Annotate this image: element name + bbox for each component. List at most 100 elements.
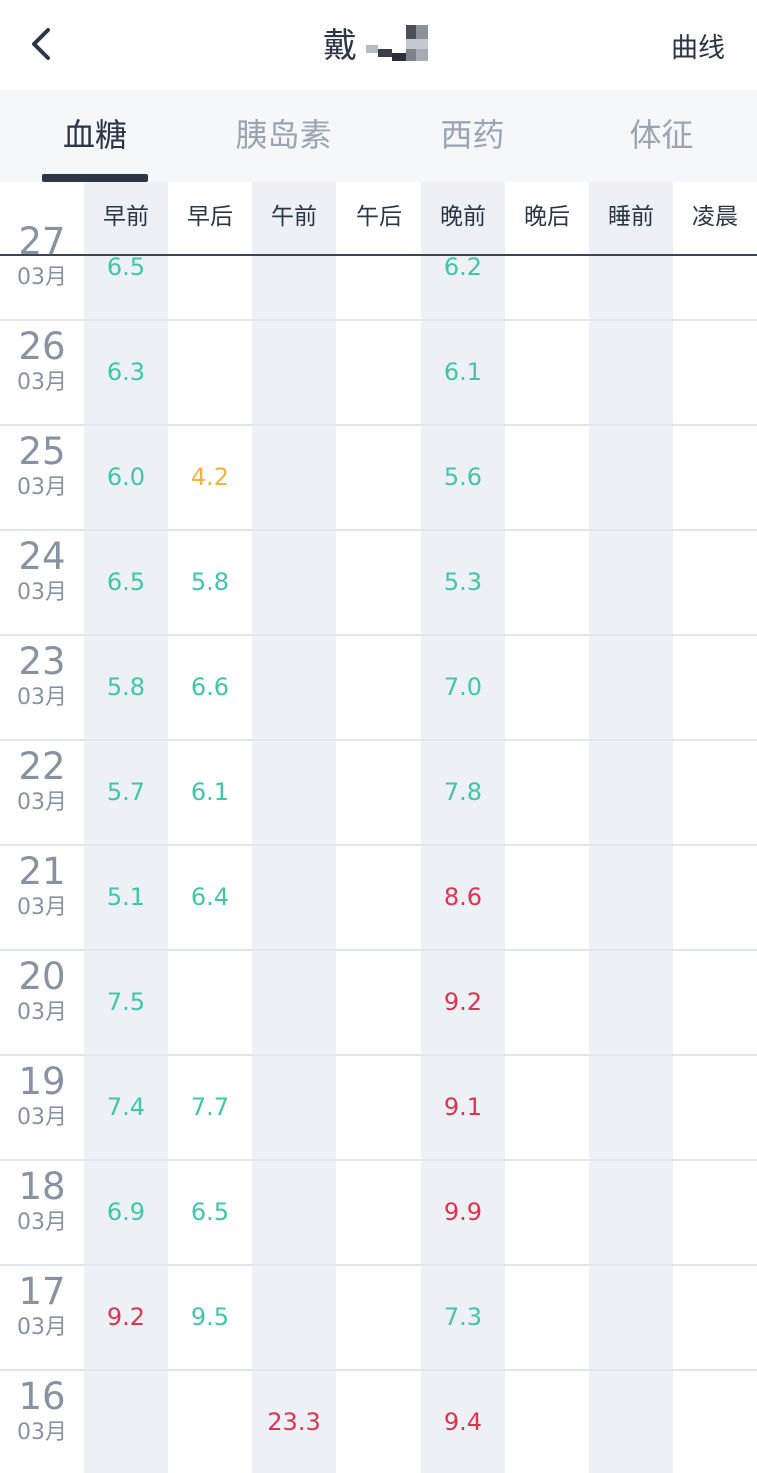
row-divider bbox=[0, 319, 757, 321]
column-header: 凌晨 bbox=[692, 204, 738, 230]
glucose-value[interactable]: 9.4 bbox=[443, 1408, 483, 1436]
column-header: 早前 bbox=[103, 204, 149, 230]
glucose-value[interactable]: 6.5 bbox=[190, 1198, 230, 1226]
column-header: 早后 bbox=[187, 204, 233, 230]
tab-0[interactable]: 血糖 bbox=[62, 116, 127, 154]
row-day: 17 bbox=[18, 1270, 66, 1313]
curve-chart-button[interactable]: 曲线 bbox=[671, 33, 725, 64]
table-row[interactable]: 22 03月 5.7 6.1 7.8 bbox=[0, 741, 757, 846]
column-header: 晚后 bbox=[524, 204, 570, 230]
row-divider bbox=[0, 424, 757, 426]
glucose-value[interactable]: 9.5 bbox=[190, 1303, 230, 1331]
back-button[interactable] bbox=[22, 20, 66, 68]
glucose-value[interactable]: 5.1 bbox=[106, 883, 146, 911]
table-row[interactable]: 20 03月 7.5 9.2 bbox=[0, 951, 757, 1056]
header-divider bbox=[0, 254, 757, 256]
row-month: 03月 bbox=[17, 370, 67, 395]
glucose-value[interactable]: 7.0 bbox=[443, 673, 483, 701]
row-month: 03月 bbox=[17, 1420, 67, 1445]
glucose-value[interactable]: 7.5 bbox=[106, 988, 146, 1016]
tab-3[interactable]: 体征 bbox=[629, 116, 694, 154]
row-month: 03月 bbox=[17, 1105, 67, 1130]
row-day: 25 bbox=[18, 430, 66, 473]
glucose-value[interactable]: 5.8 bbox=[190, 568, 230, 596]
column-band bbox=[421, 182, 505, 1473]
glucose-value[interactable]: 7.3 bbox=[443, 1303, 483, 1331]
table-header: 早前 早后 午前 午后 晚前 晚后 睡前 凌晨 bbox=[0, 182, 757, 254]
row-day: 22 bbox=[18, 745, 66, 788]
column-header: 午前 bbox=[271, 204, 317, 230]
redacted-name-mosaic bbox=[364, 23, 434, 63]
row-month: 03月 bbox=[17, 580, 67, 605]
row-day: 27 bbox=[18, 220, 66, 263]
row-day: 23 bbox=[18, 640, 66, 683]
row-day: 18 bbox=[18, 1165, 66, 1208]
row-day: 16 bbox=[18, 1375, 66, 1418]
row-divider bbox=[0, 844, 757, 846]
tab-1[interactable]: 胰岛素 bbox=[235, 116, 332, 154]
glucose-value[interactable]: 6.0 bbox=[106, 463, 146, 491]
table-row[interactable]: 25 03月 6.0 4.2 5.6 bbox=[0, 426, 757, 531]
blood-sugar-table[interactable]: 早前 早后 午前 午后 晚前 晚后 睡前 凌晨 27 03月 6.5 6.2 26 03月 6.3 6.1 2… bbox=[0, 182, 757, 1473]
table-row[interactable]: 24 03月 6.5 5.8 5.3 bbox=[0, 531, 757, 636]
row-divider bbox=[0, 1369, 757, 1371]
page-title: 戴 bbox=[322, 26, 357, 66]
row-day: 26 bbox=[18, 325, 66, 368]
table-row[interactable]: 17 03月 9.2 9.5 7.3 bbox=[0, 1266, 757, 1371]
row-month: 03月 bbox=[17, 1210, 67, 1235]
glucose-value[interactable]: 5.7 bbox=[106, 778, 146, 806]
row-divider bbox=[0, 1159, 757, 1161]
glucose-value[interactable]: 6.1 bbox=[190, 778, 230, 806]
row-month: 03月 bbox=[17, 895, 67, 920]
top-bar: 戴 曲线 bbox=[0, 0, 757, 90]
glucose-value[interactable]: 9.9 bbox=[443, 1198, 483, 1226]
glucose-value[interactable]: 6.5 bbox=[106, 253, 146, 281]
row-month: 03月 bbox=[17, 1000, 67, 1025]
column-band bbox=[252, 182, 336, 1473]
glucose-value[interactable]: 8.6 bbox=[443, 883, 483, 911]
table-row[interactable]: 16 03月 23.3 9.4 bbox=[0, 1371, 757, 1473]
glucose-value[interactable]: 5.3 bbox=[443, 568, 483, 596]
glucose-value[interactable]: 6.5 bbox=[106, 568, 146, 596]
column-band bbox=[589, 182, 673, 1473]
glucose-value[interactable]: 9.1 bbox=[443, 1093, 483, 1121]
glucose-value[interactable]: 23.3 bbox=[267, 1408, 321, 1436]
table-row[interactable]: 18 03月 6.9 6.5 9.9 bbox=[0, 1161, 757, 1266]
table-row[interactable]: 27 03月 6.5 6.2 bbox=[0, 216, 757, 321]
row-month: 03月 bbox=[17, 265, 67, 290]
table-row[interactable]: 26 03月 6.3 6.1 bbox=[0, 321, 757, 426]
table-row[interactable]: 19 03月 7.4 7.7 9.1 bbox=[0, 1056, 757, 1161]
row-divider bbox=[0, 739, 757, 741]
row-day: 21 bbox=[18, 850, 66, 893]
column-header: 午后 bbox=[356, 204, 402, 230]
chevron-left-icon bbox=[32, 28, 50, 60]
row-month: 03月 bbox=[17, 475, 67, 500]
table-row[interactable]: 21 03月 5.1 6.4 8.6 bbox=[0, 846, 757, 951]
glucose-value[interactable]: 9.2 bbox=[106, 1303, 146, 1331]
glucose-value[interactable]: 6.4 bbox=[190, 883, 230, 911]
glucose-value[interactable]: 4.2 bbox=[190, 463, 230, 491]
glucose-value[interactable]: 7.8 bbox=[443, 778, 483, 806]
row-divider bbox=[0, 949, 757, 951]
glucose-value[interactable]: 5.8 bbox=[106, 673, 146, 701]
tab-2[interactable]: 西药 bbox=[440, 116, 505, 154]
row-month: 03月 bbox=[17, 1315, 67, 1340]
row-day: 20 bbox=[18, 955, 66, 998]
row-month: 03月 bbox=[17, 685, 67, 710]
column-header: 睡前 bbox=[608, 204, 654, 230]
glucose-value[interactable]: 7.7 bbox=[190, 1093, 230, 1121]
glucose-value[interactable]: 6.9 bbox=[106, 1198, 146, 1226]
table-row[interactable]: 23 03月 5.8 6.6 7.0 bbox=[0, 636, 757, 741]
active-tab-indicator bbox=[42, 174, 148, 182]
glucose-value[interactable]: 9.2 bbox=[443, 988, 483, 1016]
glucose-value[interactable]: 5.6 bbox=[443, 463, 483, 491]
glucose-value[interactable]: 6.3 bbox=[106, 358, 146, 386]
row-divider bbox=[0, 634, 757, 636]
glucose-value[interactable]: 6.2 bbox=[443, 253, 483, 281]
glucose-value[interactable]: 7.4 bbox=[106, 1093, 146, 1121]
glucose-value[interactable]: 6.6 bbox=[190, 673, 230, 701]
glucose-value[interactable]: 6.1 bbox=[443, 358, 483, 386]
row-day: 19 bbox=[18, 1060, 66, 1103]
row-day: 24 bbox=[18, 535, 66, 578]
column-header: 晚前 bbox=[440, 204, 486, 230]
